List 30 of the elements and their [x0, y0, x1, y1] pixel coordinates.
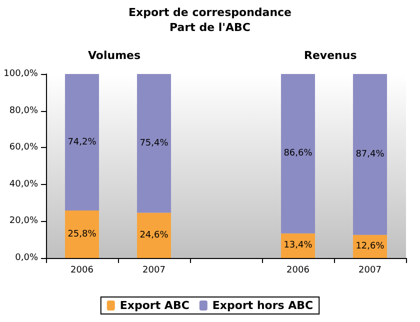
y-tick-label: 0,0% — [15, 253, 38, 263]
data-label: 25,8% — [68, 229, 97, 240]
data-label: 24,6% — [140, 230, 169, 240]
text: Revenus — [304, 49, 358, 62]
chart-subtitle: Part de l'ABC — [170, 21, 250, 34]
bar — [281, 74, 315, 234]
x-tick-label: 2007 — [142, 266, 166, 276]
text: Volumes — [88, 49, 141, 62]
bar — [137, 74, 171, 213]
x-tick-label: 2006 — [286, 266, 310, 276]
x-tick-label: 2006 — [70, 266, 94, 276]
x-tick-label: 2007 — [358, 266, 382, 276]
data-label: 74,2% — [68, 137, 97, 148]
y-tick-label: 60,0% — [9, 142, 38, 153]
chart-title: Export de correspondance — [128, 6, 292, 19]
data-label: 12,6% — [356, 241, 385, 252]
y-tick-label: 40,0% — [9, 179, 38, 190]
data-label: 13,4% — [284, 240, 313, 251]
bar — [353, 74, 387, 235]
data-label: 87,4% — [356, 149, 385, 160]
legend-label: Export hors ABC — [212, 299, 314, 312]
y-tick-label: 80,0% — [9, 106, 38, 116]
bar — [65, 74, 99, 211]
data-label: 75,4% — [140, 138, 169, 148]
bar — [65, 210, 99, 258]
data-label: 86,6% — [284, 148, 313, 159]
y-tick-label: 20,0% — [9, 216, 38, 226]
y-tick-label: 100,0% — [4, 69, 38, 79]
bar — [137, 212, 171, 258]
legend-label: Export ABC — [120, 299, 190, 312]
